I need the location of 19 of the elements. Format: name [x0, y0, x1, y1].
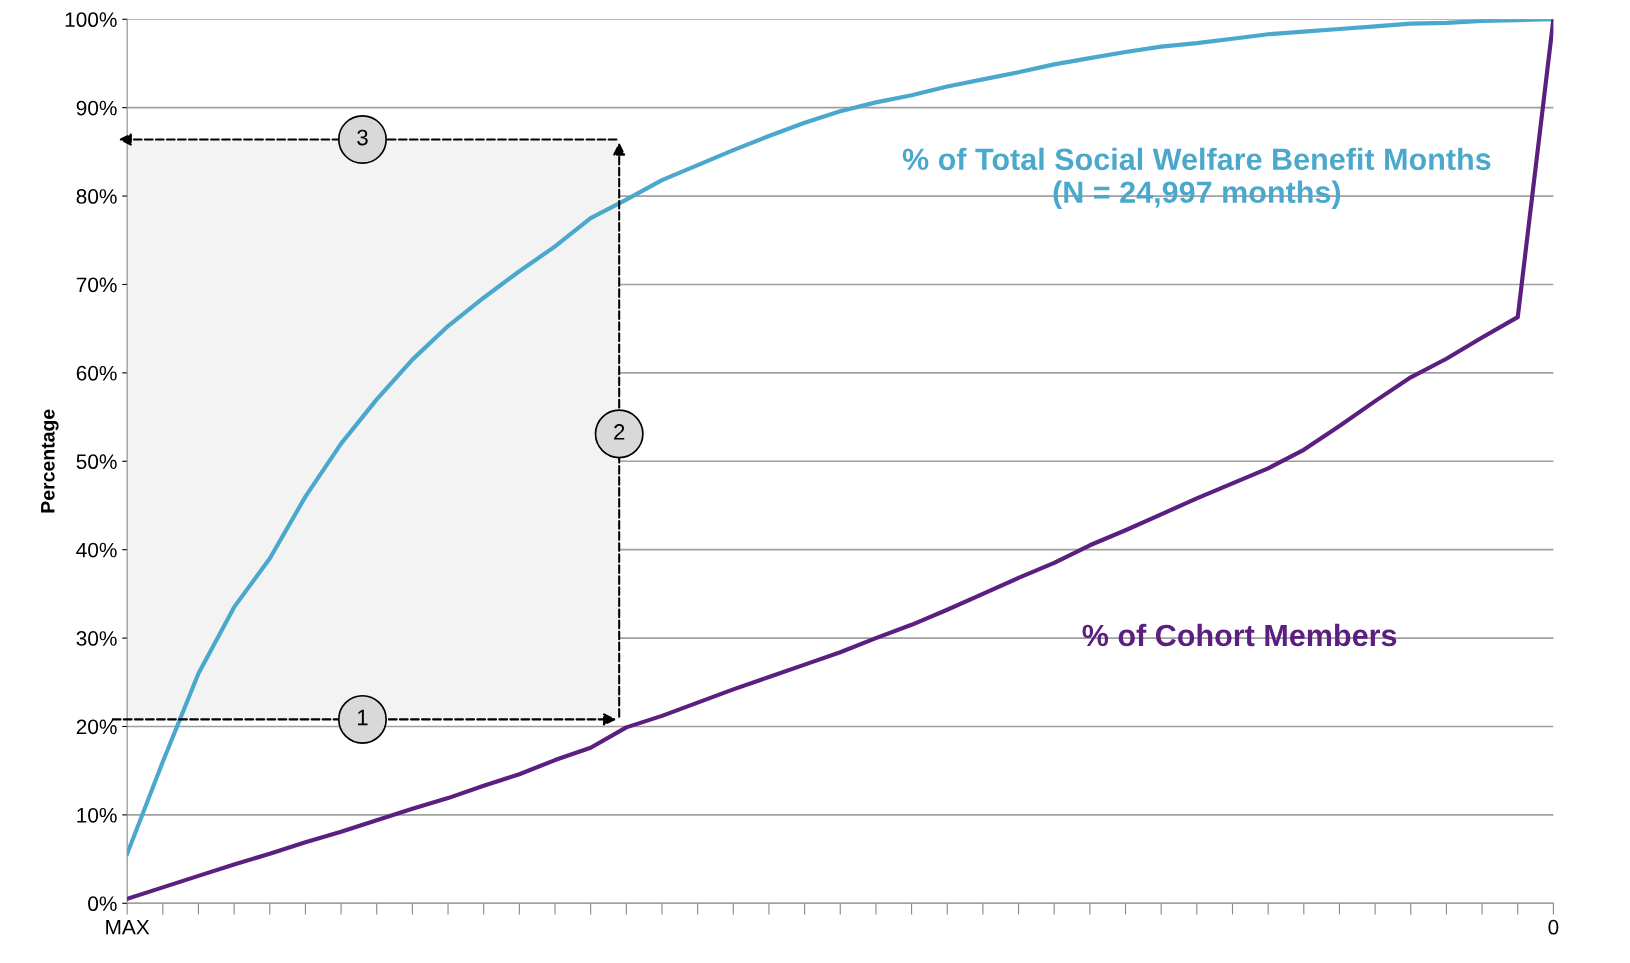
y-tick-label: 30% — [76, 631, 117, 646]
y-tick-label: 40% — [76, 542, 117, 558]
annotation: 3 — [357, 129, 368, 146]
y-tick-label: 20% — [76, 719, 117, 735]
y-tick-label: 50% — [76, 454, 117, 470]
y-tick-label: 70% — [76, 277, 117, 293]
y-tick-label: 60% — [76, 365, 117, 381]
annotation: 2 — [614, 424, 625, 440]
y-tick-label: 90% — [76, 100, 117, 116]
x-tick-label: 0 — [1548, 919, 1559, 935]
annotation: 1 — [357, 709, 368, 726]
x-tick-label: MAX — [106, 920, 150, 935]
text: % of Cohort Members — [1082, 623, 1397, 647]
y-tick-label: 10% — [77, 807, 117, 823]
y-tick-label: 0% — [88, 896, 117, 912]
series-label: % of Total Social Welfare Benefit Months (N = 24,997 months) — [902, 147, 1491, 210]
y-axis-title: Percentage — [41, 409, 59, 513]
y-tick-label: 80% — [76, 189, 117, 204]
y-tick-label: 100% — [65, 12, 117, 28]
